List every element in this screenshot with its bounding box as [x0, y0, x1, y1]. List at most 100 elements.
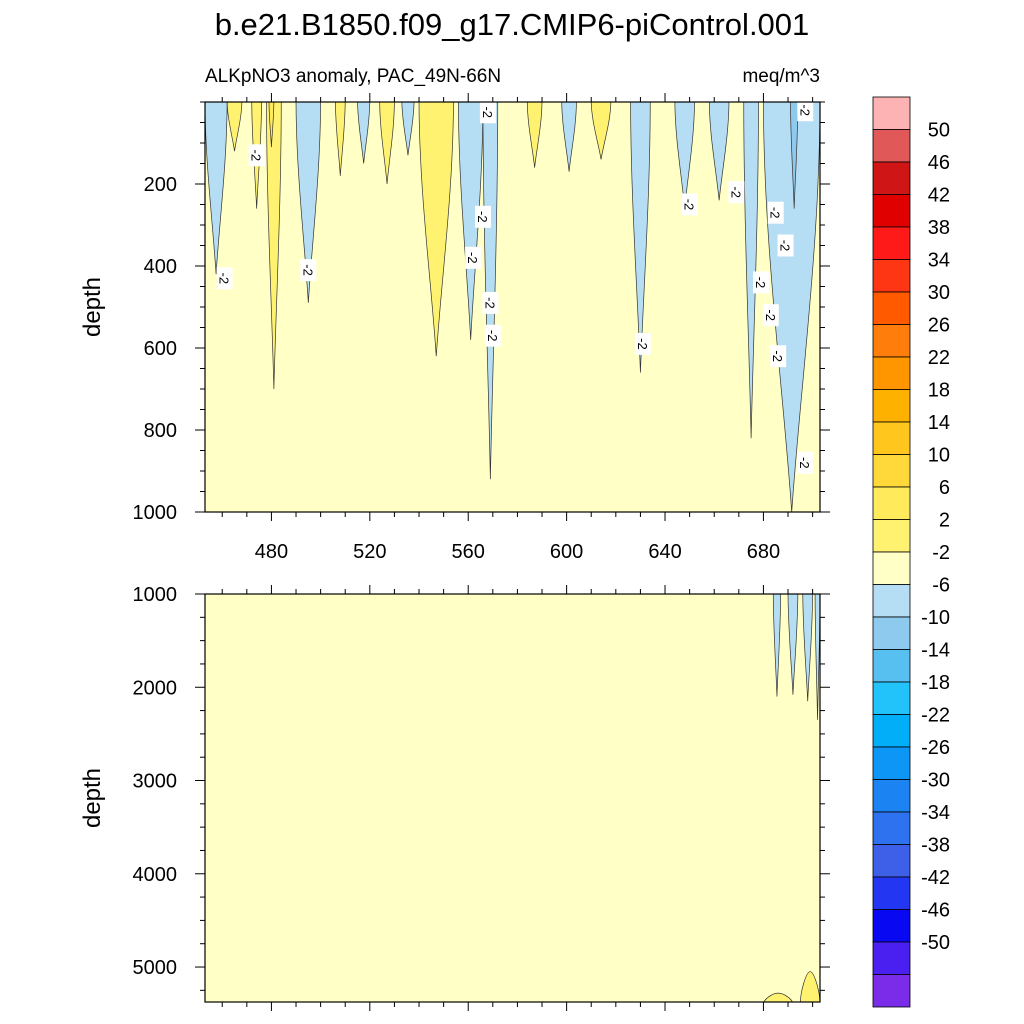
contour-label: -2	[635, 338, 650, 350]
contour-region-18	[708, 102, 730, 201]
colorbar-label: 42	[928, 185, 950, 207]
contour-label-bg	[770, 345, 787, 368]
contour-label-bg	[728, 181, 745, 204]
contour-label-bg	[248, 144, 265, 167]
colorbar-label: -6	[932, 575, 950, 597]
colorbar-label: -26	[921, 737, 950, 759]
colorbar-label: 14	[928, 412, 950, 434]
colorbar-swatch	[872, 779, 911, 813]
contour-label-bg	[777, 234, 794, 257]
contour-label: -2	[482, 297, 497, 309]
y-tick-label: 800	[144, 420, 177, 442]
contour-label: -2	[778, 240, 793, 252]
contour-label-bg	[482, 291, 499, 314]
contour-label-bg	[762, 304, 779, 327]
colorbar-swatch	[872, 714, 911, 748]
contour-region-9	[401, 102, 415, 156]
colorbar-swatch	[872, 356, 911, 390]
colorbar-label: -2	[932, 542, 950, 564]
chart-subtitle-left: ALKpNO3 anomaly, PAC_49N-66N	[205, 66, 501, 87]
colorbar-label: -50	[921, 932, 950, 954]
contour-label: -2	[485, 330, 500, 342]
colorbar-swatch	[872, 844, 911, 878]
colorbar-swatch	[872, 974, 911, 1008]
contour-region-4	[268, 102, 275, 148]
y-tick-label: 400	[144, 256, 177, 278]
contour-region-16	[630, 102, 651, 373]
x-tick-label: 600	[550, 541, 583, 563]
panel-background	[205, 594, 820, 1002]
x-tick-label: 480	[255, 541, 288, 563]
colorbar-swatch	[872, 811, 911, 845]
colorbar-label: 2	[939, 510, 950, 532]
contour-label-bg	[797, 102, 814, 122]
x-tick-label: 560	[452, 541, 485, 563]
contour-label-bg	[767, 201, 784, 224]
y-axis-label: depth	[79, 768, 106, 828]
colorbar: 50 46 42 38 34 30 26 22 18 14 10 6 2 -2 -6 -10 -14 -18 -22…	[872, 96, 950, 1008]
contour-label: -2	[768, 207, 783, 219]
colorbar-label: 38	[928, 217, 950, 239]
colorbar-label: 50	[928, 120, 950, 142]
contour-region-5	[295, 102, 321, 303]
contour-region-14	[561, 102, 577, 172]
colorbar-swatch	[872, 584, 911, 618]
contour-region-0	[772, 594, 781, 697]
colorbar-label: -14	[921, 640, 950, 662]
colorbar-swatch	[872, 681, 911, 715]
contour-region-12	[482, 102, 499, 480]
contour-region-0	[205, 102, 228, 275]
contour-label: -2	[300, 264, 315, 276]
colorbar-swatch	[872, 259, 911, 293]
x-tick-label: 520	[353, 541, 386, 563]
colorbar-swatch	[872, 421, 911, 455]
chart-title: b.e21.B1850.f09_g17.CMIP6-piControl.001	[215, 7, 810, 42]
colorbar-label: 34	[928, 250, 950, 272]
colorbar-swatch	[872, 194, 911, 228]
contour-region-19	[743, 102, 759, 439]
contour-region-15	[590, 102, 612, 160]
upper-panel: -2 -2 -2 -2 -2 -2 -2 -2 -2 -2 -2 -2 -2 -2 -2 -2 -2 -2 480 5…	[79, 93, 830, 563]
y-tick-label: 600	[144, 338, 177, 360]
contour-region-4	[800, 971, 820, 1002]
y-tick-label: 5000	[133, 957, 178, 979]
lower-panel: 1000 2000 3000 4000 5000 depth	[79, 584, 830, 1011]
contour-label-bg	[479, 102, 496, 124]
contour-label-bg	[484, 324, 501, 347]
y-tick-label: 4000	[133, 864, 178, 886]
contour-label-bg	[634, 332, 651, 355]
contour-region-13	[526, 102, 543, 168]
contour-label: -2	[797, 457, 812, 469]
contour-label-bg	[681, 193, 698, 216]
contour-label: -2	[682, 199, 697, 211]
colorbar-label: 22	[928, 347, 950, 369]
chart-units: meq/m^3	[742, 66, 820, 87]
colorbar-label: -30	[921, 770, 950, 792]
contour-label: -2	[753, 277, 768, 289]
contour-label: -2	[797, 104, 812, 116]
contour-label: -2	[217, 273, 232, 285]
colorbar-swatch	[872, 486, 911, 520]
colorbar-label: -42	[921, 867, 950, 889]
colorbar-label: 10	[928, 445, 950, 467]
y-tick-label: 3000	[133, 771, 178, 793]
colorbar-swatch	[872, 96, 911, 130]
contour-region-11	[458, 102, 484, 340]
colorbar-label: -22	[921, 705, 950, 727]
contour-label: -2	[763, 309, 778, 321]
colorbar-label: 30	[928, 282, 950, 304]
x-tick-label: 680	[747, 541, 780, 563]
contour-region-21	[790, 102, 799, 209]
contour-region-3	[266, 102, 282, 390]
contour-label: -2	[249, 150, 264, 162]
x-tick-label: 640	[648, 541, 681, 563]
colorbar-label: 6	[939, 477, 950, 499]
contour-label-bg	[474, 205, 491, 228]
colorbar-swatch	[872, 876, 911, 910]
contour-label: -2	[770, 350, 785, 362]
contour-region-1	[226, 102, 243, 152]
colorbar-swatch	[872, 291, 911, 325]
colorbar-swatch	[872, 909, 911, 943]
contour-label: -2	[465, 252, 480, 264]
colorbar-swatch	[872, 519, 911, 553]
